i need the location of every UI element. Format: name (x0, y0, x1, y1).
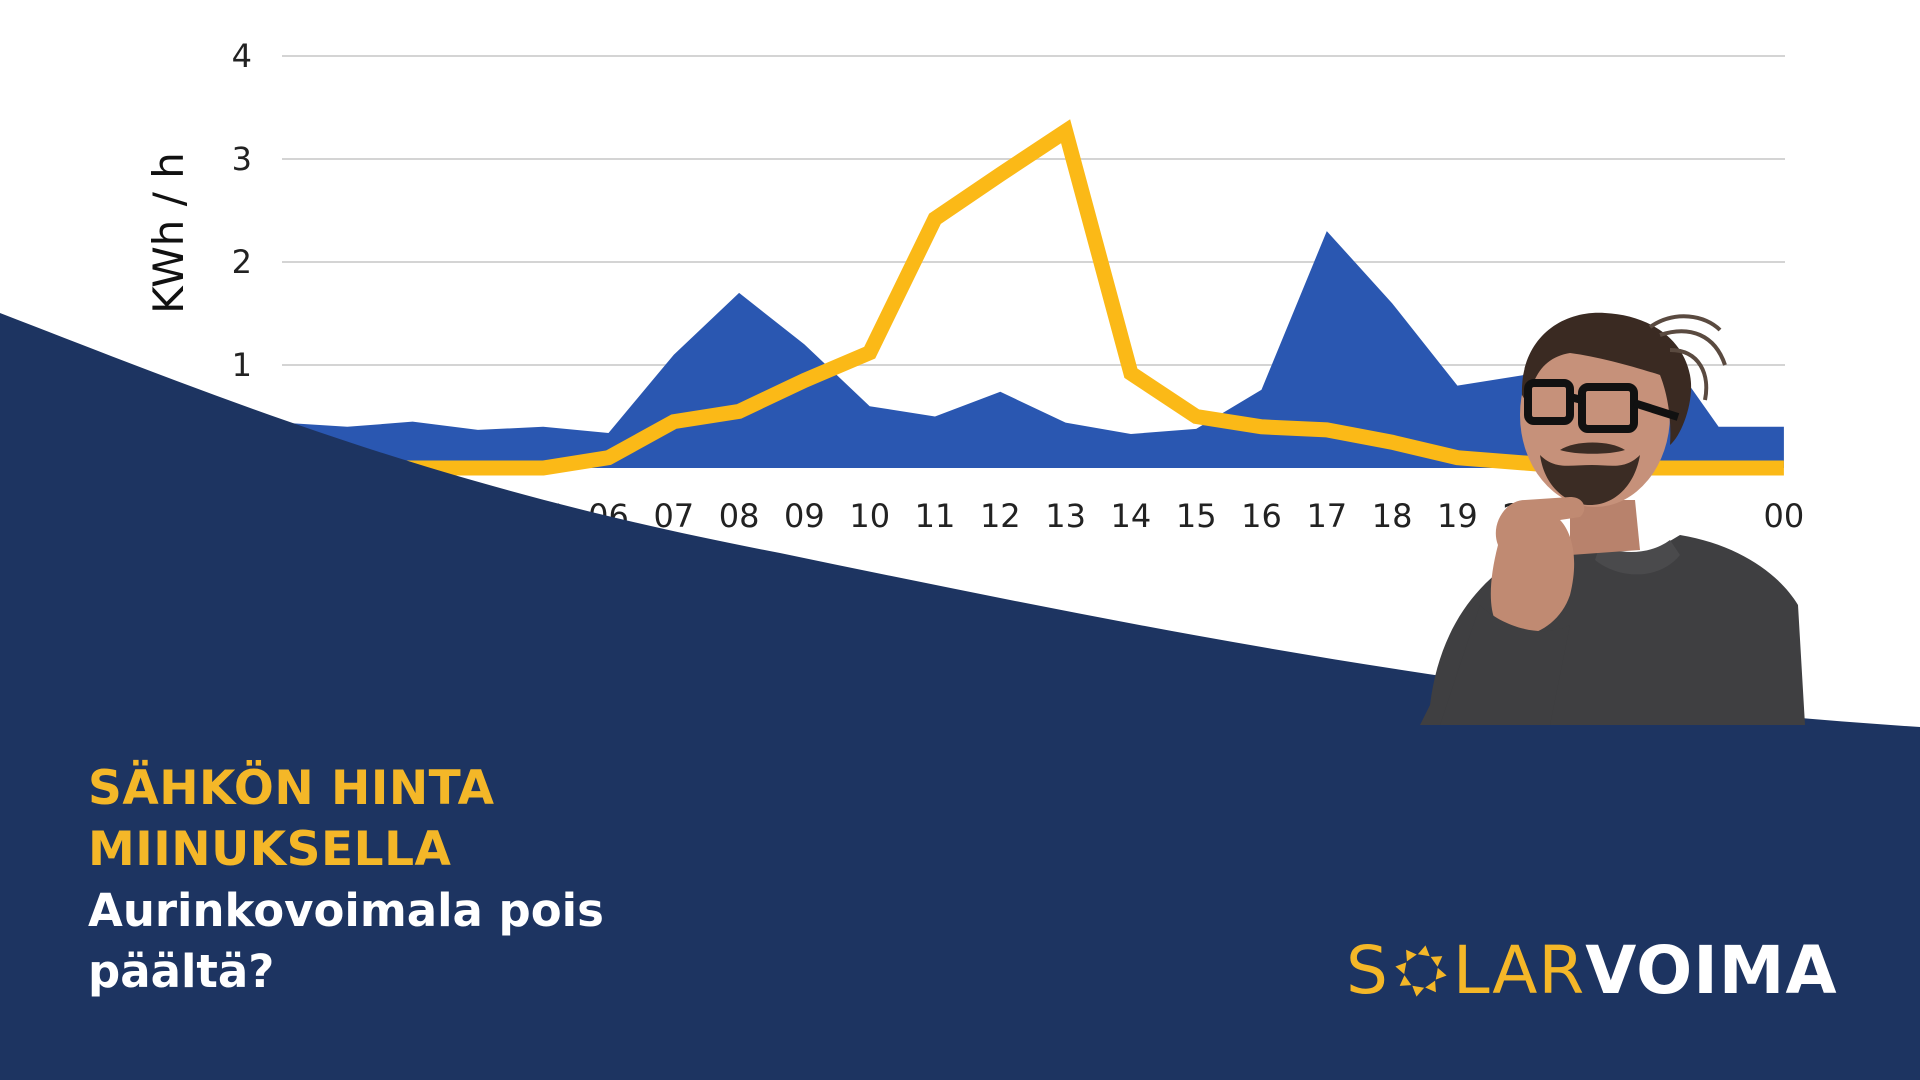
y-axis-label: KWh / h (144, 152, 193, 314)
y-tick-label: 4 (232, 37, 252, 75)
glasses-icon (1524, 379, 1680, 433)
x-tick-label: 19 (1437, 497, 1478, 535)
sun-ray (1430, 956, 1443, 967)
y-tick-label: 2 (232, 243, 252, 281)
x-tick-label: 08 (719, 497, 760, 535)
x-tick-label: 16 (1241, 497, 1282, 535)
sleeve-shape (1440, 605, 1570, 725)
sun-ray (1425, 980, 1436, 993)
x-tick-label: 13 (1045, 497, 1086, 535)
x-tick-label: 00 (1764, 497, 1805, 535)
logo-voima: VOIMA (1585, 932, 1838, 1009)
sun-ray (1412, 985, 1425, 997)
sun-ray (1399, 975, 1412, 986)
x-tick-label: 10 (849, 497, 890, 535)
x-tick-label: 09 (784, 497, 825, 535)
y-tick-label: 1 (232, 346, 252, 384)
sun-icon (1395, 945, 1447, 997)
series-area (282, 231, 1784, 468)
solarvoima-logo: S LAR VOIMA (1346, 936, 1838, 1006)
hand-shape (1490, 497, 1585, 636)
navy-wave-shape (0, 313, 1920, 1080)
x-tick-label: 18 (1372, 497, 1413, 535)
x-tick-label: 11 (915, 497, 956, 535)
sun-ray (1435, 967, 1447, 980)
sun-ray (1405, 949, 1417, 962)
thinking-man-photo (1420, 312, 1805, 725)
mustache-shape (1560, 442, 1625, 454)
logo-letter-s: S (1346, 932, 1389, 1009)
x-tick-label: 12 (980, 497, 1021, 535)
sun-ray (1395, 962, 1407, 975)
x-tick-label: 15 (1176, 497, 1217, 535)
hair-shape (1521, 312, 1692, 445)
logo-solar-rest: LAR (1452, 932, 1586, 1009)
sun-ray (1417, 945, 1430, 957)
headline-line-2: MIINUKSELLA (88, 822, 452, 877)
y-tick-labels: 1 2 3 4 (232, 37, 252, 384)
headline: SÄHKÖN HINTA MIINUKSELLA Aurinkovoimala … (88, 758, 848, 1002)
headline-line-4: päältä? (88, 945, 275, 998)
x-tick-label: 17 (1306, 497, 1347, 535)
consumption-area (282, 231, 1784, 468)
y-tick-label: 3 (232, 140, 252, 178)
hood-shape (1595, 540, 1680, 575)
hair-strands (1648, 314, 1727, 401)
x-tick-label: 14 (1111, 497, 1152, 535)
beard-shape (1540, 455, 1640, 505)
headline-line-3: Aurinkovoimala pois (88, 884, 604, 937)
headline-line-1: SÄHKÖN HINTA (88, 761, 495, 816)
neck-shape (1570, 500, 1640, 555)
